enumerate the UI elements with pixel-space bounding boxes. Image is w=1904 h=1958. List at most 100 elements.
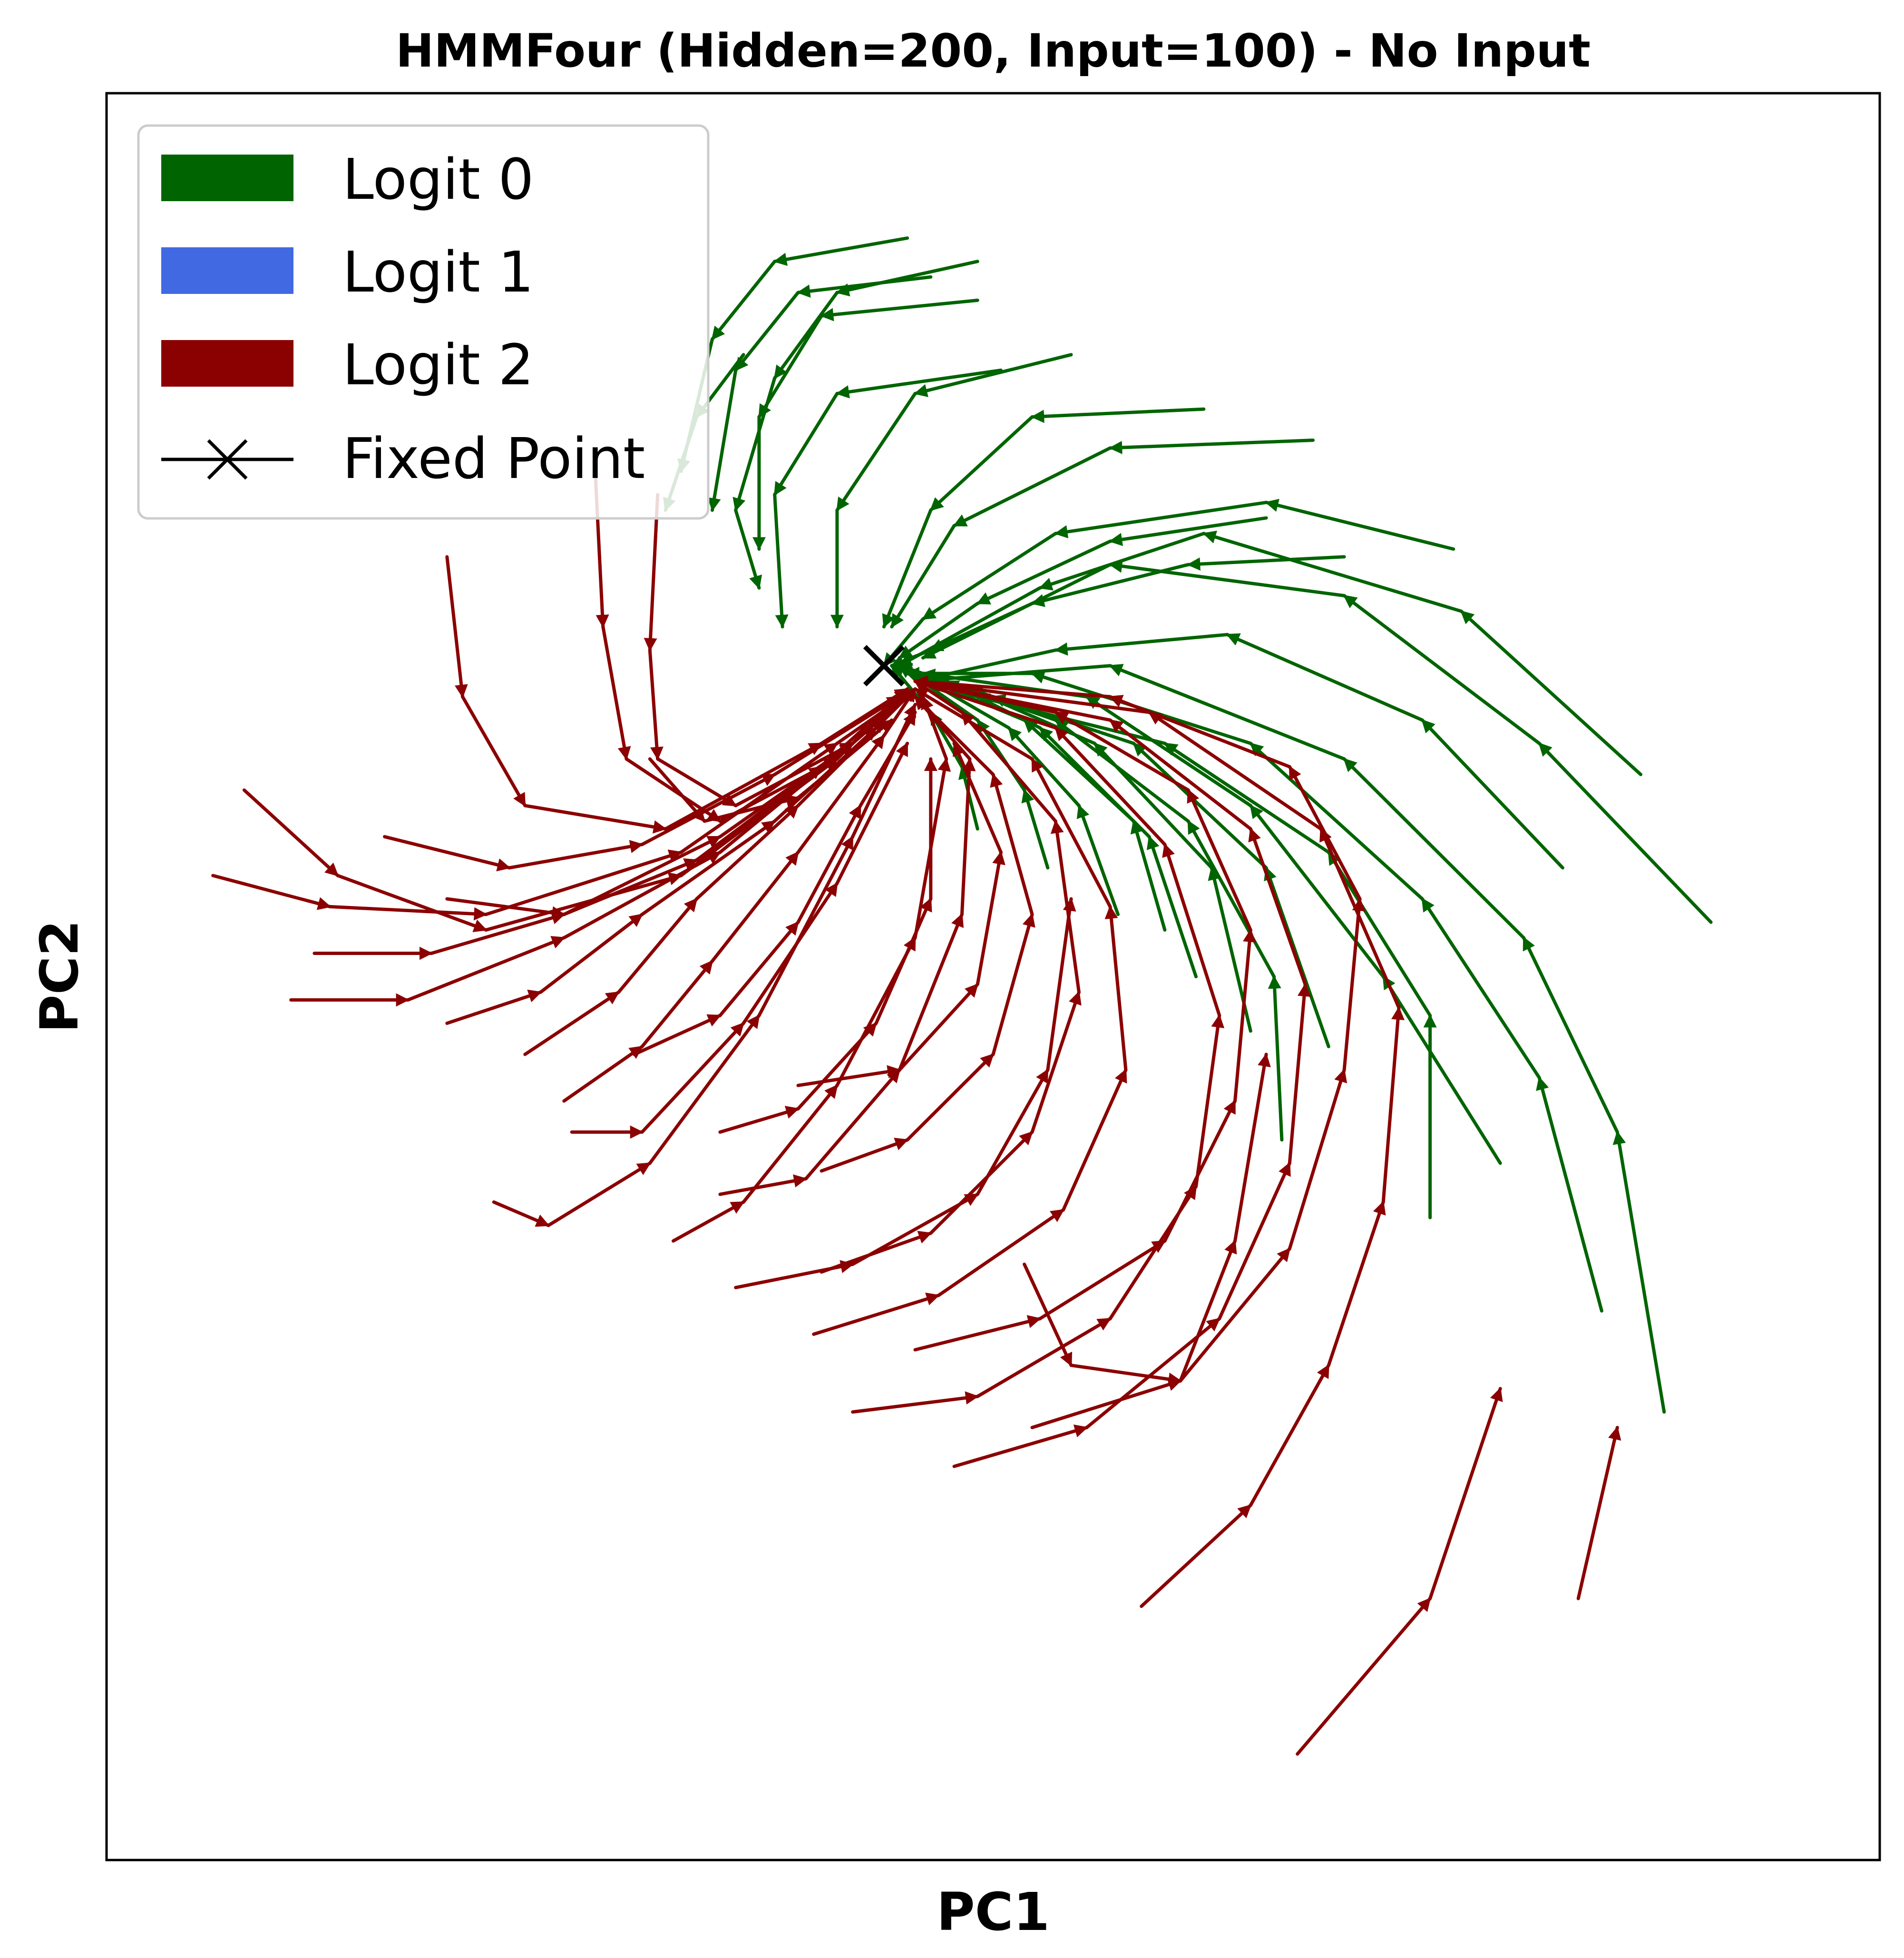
trajectory-logit-0-series-17-segment-2 xyxy=(921,532,1057,621)
trajectory-logit-2-series-58-segment-1 xyxy=(508,840,644,870)
trajectory-logit-0-series-17-segment-1 xyxy=(1054,500,1268,538)
trajectory-logit-0-series-13-segment-0 xyxy=(1021,788,1050,870)
trajectory-logit-0-series-13-segment-2 xyxy=(898,664,979,722)
trajectory-logit-0-series-4-segment-1 xyxy=(1522,936,1619,1134)
trajectory-logit-2-series-57-segment-0 xyxy=(648,757,706,823)
trajectory-logit-2-series-42-segment-5 xyxy=(913,687,1034,761)
trajectory-logit-0-series-6-segment-2 xyxy=(1163,741,1330,854)
trajectory-logit-2-series-43-segment-4 xyxy=(1162,843,1221,1017)
trajectory-logit-0-series-15-segment-1 xyxy=(1030,563,1190,607)
trajectory-logit-2-series-29-segment-3 xyxy=(664,741,823,831)
trajectory-logit-2-series-39-segment-3 xyxy=(960,757,976,916)
fixed-point-marker xyxy=(863,645,905,687)
trajectory-logit-0-series-18-segment-1 xyxy=(952,446,1112,527)
trajectory-logit-2-series-30-segment-1 xyxy=(601,625,631,761)
trajectory-logit-2-series-51-segment-3 xyxy=(1046,897,1076,1072)
trajectory-logit-2-series-32-segment-1 xyxy=(430,911,566,955)
trajectory-logit-2-series-35-segment-0 xyxy=(562,1045,644,1103)
trajectory-logit-2-series-43-segment-3 xyxy=(1194,1013,1225,1188)
trajectory-logit-2-series-36-segment-4 xyxy=(851,702,917,838)
trajectory-logit-0-series-9-segment-1 xyxy=(1093,741,1213,870)
trajectory-logit-2-series-43-segment-1 xyxy=(976,1317,1112,1398)
trajectory-logit-2-series-45-segment-5 xyxy=(1147,711,1323,831)
trajectory-logit-2-series-46-segment-2 xyxy=(1288,1068,1347,1251)
trajectory-logit-2-series-49-segment-1 xyxy=(1428,1387,1503,1600)
trajectory-logit-2-series-41-segment-2 xyxy=(1030,990,1082,1134)
trajectory-logit-2-series-45-segment-0 xyxy=(1140,1503,1252,1608)
legend-label-logit-0: Logit 0 xyxy=(342,146,534,212)
trajectory-logit-0-series-19-segment-0 xyxy=(1030,407,1206,423)
trajectory-logit-0-series-18-segment-0 xyxy=(1108,438,1315,455)
trajectory-logit-0-series-16-segment-2 xyxy=(898,602,979,660)
trajectory-logit-2-series-53-segment-3 xyxy=(859,711,917,808)
chart-title: HMMFour (Hidden=200, Input=100) - No Inp… xyxy=(396,24,1591,78)
trajectory-logit-0-series-15-segment-2 xyxy=(929,602,1034,652)
trajectory-logit-2-series-38-segment-1 xyxy=(742,1083,839,1204)
trajectory-logit-2-series-54-segment-0 xyxy=(523,990,621,1056)
trajectory-logit-2-series-47-segment-6 xyxy=(913,677,1057,714)
legend: Logit 0 Logit 1 Logit 2 Fixed Point xyxy=(137,124,710,520)
trajectory-logit-2-series-56-segment-0 xyxy=(445,897,566,920)
trajectory-logit-2-series-37-segment-3 xyxy=(835,741,909,885)
legend-swatch-logit-0 xyxy=(161,155,293,201)
trajectory-logit-2-series-27-segment-1 xyxy=(336,874,488,932)
trajectory-logit-2-series-46-segment-0 xyxy=(1030,1378,1182,1430)
trajectory-logit-2-series-53-segment-1 xyxy=(718,920,800,1017)
trajectory-logit-2-series-31-segment-3 xyxy=(734,741,855,808)
trajectory-logit-2-series-28-segment-3 xyxy=(679,741,839,854)
trajectory-logit-2-series-58-segment-0 xyxy=(383,835,511,872)
trajectory-logit-2-series-41-segment-4 xyxy=(960,711,1057,823)
trajectory-logit-2-series-44-segment-0 xyxy=(952,1424,1089,1468)
trajectory-logit-2-series-33-segment-1 xyxy=(406,936,566,1002)
trajectory-logit-0-series-21-segment-1 xyxy=(773,392,839,497)
trajectory-logit-0-series-23-segment-1 xyxy=(734,291,800,372)
trajectory-logit-0-series-1-segment-0 xyxy=(1420,718,1564,870)
trajectory-logit-0-series-8-segment-1 xyxy=(1132,741,1268,870)
trajectory-logit-2-series-52-segment-2 xyxy=(976,850,1006,986)
trajectory-logit-2-series-36-segment-2 xyxy=(648,1013,761,1165)
y-axis-label: PC2 xyxy=(29,920,90,1033)
trajectory-logit-2-series-48-segment-0 xyxy=(1023,1262,1073,1367)
trajectory-logit-2-series-42-segment-4 xyxy=(1030,757,1112,908)
trajectory-logit-0-series-7-segment-1 xyxy=(1186,819,1276,978)
trajectory-logit-2-series-49-segment-0 xyxy=(1296,1597,1432,1756)
trajectory-logit-0-series-0-segment-0 xyxy=(1459,609,1642,776)
trajectory-logit-2-series-54-segment-2 xyxy=(695,804,800,901)
trajectory-logit-2-series-48-segment-2 xyxy=(1179,1239,1237,1383)
trajectory-logit-2-series-51-segment-1 xyxy=(851,1192,979,1266)
trajectory-logit-2-series-34-segment-2 xyxy=(640,819,777,916)
trajectory-logit-0-series-15-segment-0 xyxy=(1186,555,1346,571)
trajectory-logit-2-series-52-segment-3 xyxy=(952,741,1003,854)
trajectory-logit-0-series-25-segment-0 xyxy=(835,260,979,297)
trajectory-logit-0-series-21-segment-2 xyxy=(773,493,789,629)
trajectory-logit-0-series-2-segment-2 xyxy=(1108,559,1346,597)
legend-box xyxy=(137,124,710,520)
legend-label-logit-2: Logit 2 xyxy=(342,332,534,398)
trajectory-logit-0-series-5-segment-1 xyxy=(1420,897,1541,1080)
trajectory-logit-2-series-32-segment-2 xyxy=(562,835,722,916)
trajectory-logit-2-series-44-segment-4 xyxy=(1248,827,1307,986)
trajectory-logit-0-series-11-segment-1 xyxy=(1023,718,1135,823)
trajectory-logit-2-series-53-segment-0 xyxy=(633,1013,722,1056)
trajectory-logit-0-series-24-segment-1 xyxy=(711,260,777,341)
trajectory-logit-2-series-51-segment-2 xyxy=(976,1068,1050,1196)
trajectory-logit-2-series-44-segment-5 xyxy=(1108,718,1252,831)
trajectory-logit-0-series-5-segment-0 xyxy=(1536,1076,1603,1313)
trajectory-logit-0-series-3-segment-1 xyxy=(1249,804,1385,978)
trajectory-logit-0-series-25-segment-3 xyxy=(734,508,762,590)
trajectory-logit-0-series-20-segment-1 xyxy=(835,392,917,512)
trajectory-logit-2-series-28-segment-1 xyxy=(328,905,488,921)
trajectory-logit-0-series-23-segment-2 xyxy=(707,369,738,512)
trajectory-logit-2-series-37-segment-2 xyxy=(742,881,839,1025)
trajectory-logit-0-series-4-segment-2 xyxy=(1342,757,1525,940)
trajectory-logit-2-series-35-segment-3 xyxy=(796,734,886,854)
trajectory-logit-2-series-45-segment-1 xyxy=(1249,1364,1330,1507)
trajectory-logit-2-series-47-segment-2 xyxy=(1163,1099,1237,1243)
trajectory-logit-0-series-16-segment-1 xyxy=(976,539,1112,605)
trajectory-logit-0-series-5-segment-2 xyxy=(1249,741,1424,901)
trajectory-logit-2-series-46-segment-3 xyxy=(1342,897,1366,1072)
trajectory-logit-2-series-51-segment-0 xyxy=(734,1260,855,1289)
trajectory-logit-0-series-4-segment-3 xyxy=(1108,664,1346,761)
trajectory-logit-2-series-57-segment-1 xyxy=(703,794,800,823)
